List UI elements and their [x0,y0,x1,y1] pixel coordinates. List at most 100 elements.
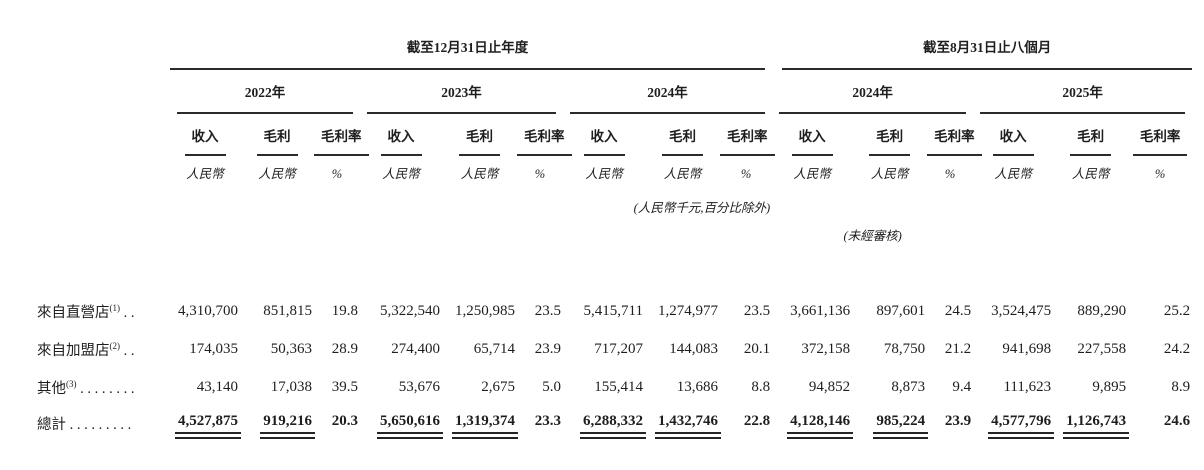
financial-table: 截至12月31日止年度 截至8月31日止八個月 2022年 2023年 2024… [30,26,1193,446]
currency-label: 人民幣 [663,167,702,181]
year-header-row: 2022年 2023年 2024年 2024年 2025年 [30,70,1192,114]
table-row-total: 總計 . . . . . . . . . 4,527,875 919,216 2… [30,406,1192,446]
table-row-others: 其他(3) . . . . . . . . 43,140 17,038 39.5… [30,368,1192,406]
value-cell: 21.2 [944,340,972,357]
value-cell: 5,650,616 [360,406,443,446]
value-cell: 23.9 [534,340,561,357]
currency-label: 人民幣 [460,167,499,181]
dot-leader: . . [120,304,135,321]
footnote-marker: (2) [109,340,121,351]
empty-cell [772,182,1192,216]
year-header-2025-8m: 2025年 [973,70,1192,114]
metric-header-gross-profit: 毛利 [442,114,517,156]
row-label: 來自加盟店(2) . . [37,340,135,359]
unit-note-row: (人民幣千元,百分比除外) [30,182,1192,216]
value-cell: 23.9 [944,413,972,429]
currency-label: 人民幣 [258,167,296,181]
value-cell: 174,035 [189,340,238,357]
unit-row: 人民幣 人民幣 % 人民幣 人民幣 % 人民幣 人民幣 % 人民幣 人民幣 % … [30,156,1192,182]
metric-header-gross-margin: 毛利率 [720,114,775,156]
value-cell: 851,815 [263,302,312,319]
value-cell: 8,873 [891,378,926,395]
value-cell: 8.9 [1171,378,1191,395]
value-cell: 919,216 [240,406,315,446]
unit-note: (人民幣千元,百分比除外) [633,201,771,215]
value-cell: 897,601 [876,302,926,319]
value-cell: 9,895 [1092,378,1127,395]
empty-cell [30,114,170,156]
value-cell: 39.5 [331,378,358,395]
currency-label: 人民幣 [382,167,420,181]
value-cell: 65,714 [473,340,515,357]
value-cell: 20.1 [743,340,771,357]
value-cell: 274,400 [391,340,440,357]
value-cell: 1,126,743 [1053,406,1130,446]
value-cell: 111,623 [1003,378,1052,395]
row-label: 總計 . . . . . . . . . [37,417,132,433]
dot-leader: . . . . . . . . . [66,417,132,433]
period-header-interim-label: 截至8月31日止八個月 [782,36,1193,70]
percent-label: % [740,167,752,181]
value-cell: 4,310,700 [178,302,238,319]
spacer-row [30,244,1192,292]
metric-header-revenue: 收入 [973,114,1053,156]
dot-leader: . . [120,342,135,359]
metric-header-gross-profit: 毛利 [1053,114,1128,156]
metric-header-gross-margin: 毛利率 [314,114,369,156]
value-cell: 144,083 [669,340,718,357]
metric-header-revenue: 收入 [360,114,442,156]
dot-leader: . . . . . . . . [76,380,135,397]
row-label: 其他(3) . . . . . . . . [37,378,135,397]
period-header-row: 截至12月31日止年度 截至8月31日止八個月 [30,26,1193,70]
empty-cell [170,182,563,216]
value-cell: 53,676 [398,378,440,395]
percent-label: % [534,167,546,181]
value-cell: 24.2 [1163,340,1191,357]
empty-cell [973,216,1192,244]
empty-cell [30,216,772,244]
value-cell: 4,577,796 [973,406,1055,446]
metric-header-gross-margin: 毛利率 [517,114,572,156]
value-cell: 24.5 [944,302,972,319]
value-cell: 889,290 [1077,302,1127,319]
period-header-annual-label: 截至12月31日止年度 [170,36,766,70]
currency-label: 人民幣 [585,167,623,181]
value-cell: 5,415,711 [583,302,643,319]
value-cell: 24.6 [1163,413,1191,429]
value-cell: 23.5 [743,302,771,319]
value-cell: 3,524,475 [991,302,1052,319]
empty-cell [30,182,170,216]
percent-label: % [331,167,343,181]
year-header-2024-8m: 2024年 [772,70,973,114]
value-cell: 372,158 [801,340,851,357]
currency-label: 人民幣 [870,167,909,181]
footnote-marker: (3) [66,378,77,389]
value-cell: 4,527,875 [170,406,241,446]
row-label: 來自直營店(1) . . [37,302,135,321]
value-cell: 5,322,540 [380,302,440,319]
year-header-2022: 2022年 [170,70,360,114]
metric-header-revenue: 收入 [563,114,645,156]
year-header-2024: 2024年 [563,70,772,114]
currency-label: 人民幣 [793,167,831,181]
currency-label: 人民幣 [186,167,224,181]
period-header-annual: 截至12月31日止年度 [170,26,772,70]
metric-header-gross-margin: 毛利率 [927,114,982,156]
value-cell: 43,140 [196,378,238,395]
value-cell: 155,414 [594,378,643,395]
value-cell: 78,750 [883,340,926,357]
value-cell: 985,224 [852,406,928,446]
metric-header-gross-profit: 毛利 [645,114,720,156]
value-cell: 94,852 [808,378,851,395]
value-cell: 941,698 [1002,340,1052,357]
value-cell: 8.8 [751,378,771,395]
value-cell: 17,038 [270,378,312,395]
table-row-franchise-stores: 來自加盟店(2) . . 174,035 50,363 28.9 274,400… [30,330,1192,368]
metric-header-gross-margin: 毛利率 [1128,114,1192,156]
value-cell: 13,686 [676,378,718,395]
value-cell: 1,274,977 [658,302,718,319]
empty-cell [30,244,1192,292]
unaudited-note-row: (未經審核) [30,216,1192,244]
value-cell: 1,250,985 [455,302,515,319]
